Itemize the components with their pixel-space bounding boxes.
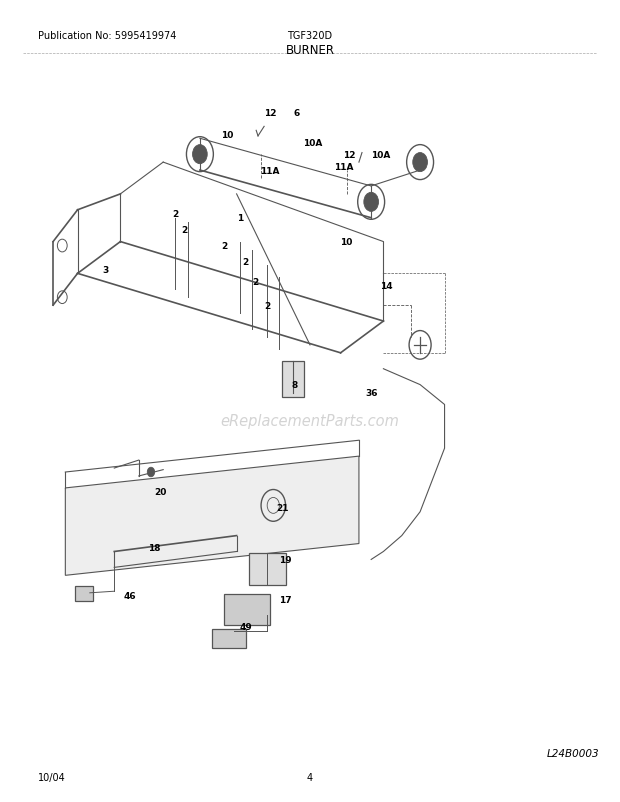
Bar: [74, 587, 93, 601]
Text: TGF320D: TGF320D: [288, 31, 332, 41]
Text: 11A: 11A: [260, 166, 280, 176]
Text: 1: 1: [237, 214, 243, 223]
Text: 12: 12: [264, 109, 277, 118]
Text: 10/04: 10/04: [38, 772, 66, 782]
Bar: [224, 594, 270, 625]
Text: 36: 36: [365, 388, 378, 398]
Text: 49: 49: [239, 622, 252, 632]
Text: 21: 21: [277, 504, 289, 512]
Text: 20: 20: [154, 488, 166, 496]
Circle shape: [413, 153, 427, 172]
Text: 18: 18: [148, 543, 161, 553]
Text: 4: 4: [307, 772, 313, 782]
Text: 46: 46: [123, 591, 136, 600]
Text: 2: 2: [242, 257, 249, 266]
Text: 3: 3: [102, 265, 108, 274]
Text: 2: 2: [182, 226, 188, 235]
Text: 10: 10: [340, 237, 353, 247]
Text: 10A: 10A: [371, 151, 390, 160]
Text: 6: 6: [293, 109, 299, 118]
Circle shape: [193, 145, 207, 164]
Text: L24B0003: L24B0003: [547, 748, 600, 758]
Circle shape: [148, 468, 154, 477]
Text: 17: 17: [279, 595, 292, 604]
Text: 2: 2: [264, 302, 270, 310]
Circle shape: [364, 193, 378, 212]
Text: Publication No: 5995419974: Publication No: 5995419974: [38, 31, 176, 41]
Text: 2: 2: [221, 241, 228, 251]
Text: 12: 12: [343, 151, 356, 160]
Text: 2: 2: [252, 277, 258, 286]
Bar: [283, 362, 304, 397]
Text: eReplacementParts.com: eReplacementParts.com: [221, 413, 399, 428]
Text: 11A: 11A: [334, 162, 353, 172]
Bar: [212, 629, 246, 649]
Text: 19: 19: [279, 555, 292, 565]
Text: 8: 8: [291, 381, 298, 390]
Text: BURNER: BURNER: [285, 44, 335, 57]
Text: 2: 2: [172, 210, 179, 219]
Text: 14: 14: [380, 282, 393, 290]
Text: 10: 10: [221, 131, 234, 140]
Text: 10A: 10A: [303, 139, 323, 148]
Bar: [249, 553, 286, 585]
Polygon shape: [65, 456, 359, 576]
